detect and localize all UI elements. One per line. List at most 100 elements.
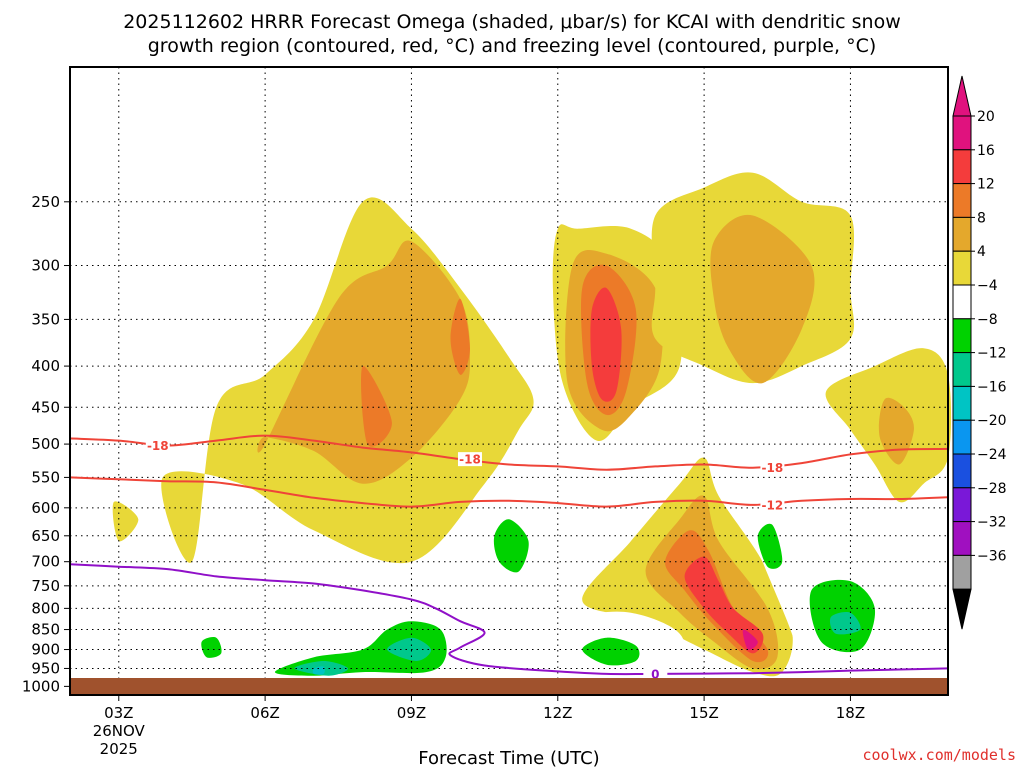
- contour-label-text: -18: [762, 461, 784, 475]
- colorbar-tick-label: −32: [977, 515, 1007, 531]
- pressure-tick-label: 850: [31, 621, 60, 639]
- colorbar-under-arrow: [952, 588, 972, 630]
- time-tick-label: 12Z: [543, 704, 572, 722]
- pressure-tick-label: 550: [31, 468, 60, 486]
- omega-region: [684, 556, 764, 654]
- chart-title-line2: growth region (contoured, red, °C) and f…: [148, 35, 877, 57]
- omega-region: [201, 637, 222, 658]
- dgz-contour-minus18-label: -18: [760, 460, 785, 475]
- colorbar-bin: [952, 318, 972, 354]
- dgz-contour-minus12-label: -12: [760, 497, 785, 512]
- omega-region: [112, 501, 139, 542]
- colorbar-bin: [952, 521, 972, 556]
- colorbar-bin: [952, 419, 972, 455]
- omega-region: [829, 611, 861, 635]
- dgz-contour-minus18-label: -18: [145, 438, 170, 453]
- contour-label-background: [760, 460, 785, 475]
- source-credit: coolwx.com/models: [862, 746, 1016, 764]
- pressure-tick-label: 950: [31, 659, 60, 677]
- colorbar-tick-label: −28: [977, 481, 1007, 497]
- contour-label-text: -12: [762, 498, 784, 512]
- dgz-contour-minus18: [69, 434, 949, 471]
- pressure-tick-label: 1000: [22, 677, 60, 695]
- colorbar-bin: [952, 149, 972, 185]
- contour-label-text: 0: [651, 667, 659, 681]
- time-tick-label: 03Z: [104, 704, 133, 722]
- plot-area: -18 -18 -18 -12 0: [69, 66, 952, 696]
- time-tick-label: 18Z: [836, 704, 865, 722]
- time-tick-label: 09Z: [397, 704, 426, 722]
- colorbar-tick-label: −12: [977, 346, 1007, 362]
- colorbar-tick-label: 16: [977, 143, 995, 159]
- omega-region: [742, 629, 758, 650]
- ground-surface: [70, 678, 948, 695]
- pressure-tick-label: 750: [31, 577, 60, 595]
- colorbar-over-arrow: [952, 75, 972, 117]
- omega-region: [757, 523, 783, 569]
- omega-region: [878, 397, 914, 465]
- omega-region: [493, 519, 529, 573]
- contour-label-background: [457, 452, 482, 467]
- date-label: 26NOV: [93, 722, 146, 740]
- pressure-tick-label: 400: [31, 357, 60, 375]
- contour-label-background: [145, 438, 170, 453]
- colorbar-tick-label: −16: [977, 379, 1007, 395]
- colorbar-tick-label: −8: [977, 312, 998, 328]
- omega-region: [450, 298, 470, 375]
- omega-region: [87, 621, 138, 674]
- pressure-axis: 250 300 350 400 450 500 550 600 650 700 750 800 850 9…: [22, 193, 70, 695]
- colorbar-bin: [952, 385, 972, 421]
- omega-region: [710, 214, 815, 384]
- colorbar-tick-label: 12: [977, 177, 995, 193]
- colorbar-bin: [952, 216, 972, 252]
- colorbar-tick-label: 8: [977, 210, 986, 226]
- colorbar-bin: [952, 183, 972, 218]
- omega-region: [361, 365, 392, 447]
- pressure-tick-label: 800: [31, 599, 60, 617]
- colorbar-bin: [952, 284, 972, 320]
- colorbar-bin: [952, 352, 972, 387]
- pressure-tick-label: 600: [31, 499, 60, 517]
- colorbar-bin: [952, 554, 972, 590]
- dgz-contour-minus12: [69, 476, 949, 508]
- colorbar-bin: [952, 453, 972, 489]
- chart-title-line1: 2025112602 HRRR Forecast Omega (shaded, …: [123, 11, 901, 33]
- pressure-tick-label: 250: [31, 193, 60, 211]
- year-label: 2025: [100, 740, 138, 758]
- pressure-tick-label: 350: [31, 310, 60, 328]
- colorbar-tick-label: 4: [977, 244, 986, 260]
- freezing-level-contour-label: 0: [643, 666, 668, 681]
- pressure-tick-label: 900: [31, 641, 60, 659]
- colorbar-tick-label: −4: [977, 278, 998, 294]
- contour-label-text: -18: [147, 439, 169, 453]
- colorbar-bin: [952, 250, 972, 286]
- colorbar-tick-label: −20: [977, 413, 1007, 429]
- colorbar-bin: [952, 115, 972, 151]
- pressure-tick-label: 300: [31, 257, 60, 275]
- colorbar-tick-label: 20: [977, 109, 995, 125]
- contour-label-background: [643, 666, 668, 681]
- omega-region: [590, 287, 622, 402]
- omega-shading: [87, 172, 952, 687]
- time-tick-label: 06Z: [250, 704, 279, 722]
- contour-label-background: [760, 497, 785, 512]
- x-axis-label: Forecast Time (UTC): [418, 748, 599, 768]
- dgz-contour-minus18-label: -18: [457, 452, 482, 467]
- colorbar-tick-label: −36: [977, 548, 1007, 564]
- pressure-tick-label: 500: [31, 435, 60, 453]
- pressure-tick-label: 700: [31, 553, 60, 571]
- omega-region: [582, 637, 640, 666]
- freezing-level-contour: [69, 563, 949, 676]
- omega-region: [650, 391, 680, 486]
- time-tick-label: 15Z: [689, 704, 718, 722]
- contour-label-text: -18: [459, 453, 481, 467]
- colorbar-bin: [952, 487, 972, 523]
- omega-region: [387, 637, 432, 661]
- colorbar-tick-label: −24: [977, 447, 1007, 463]
- plot-frame: [69, 66, 949, 696]
- temperature-contours: -18 -18 -18 -12 0: [69, 434, 949, 681]
- pressure-tick-label: 450: [31, 398, 60, 416]
- omega-region: [257, 240, 470, 484]
